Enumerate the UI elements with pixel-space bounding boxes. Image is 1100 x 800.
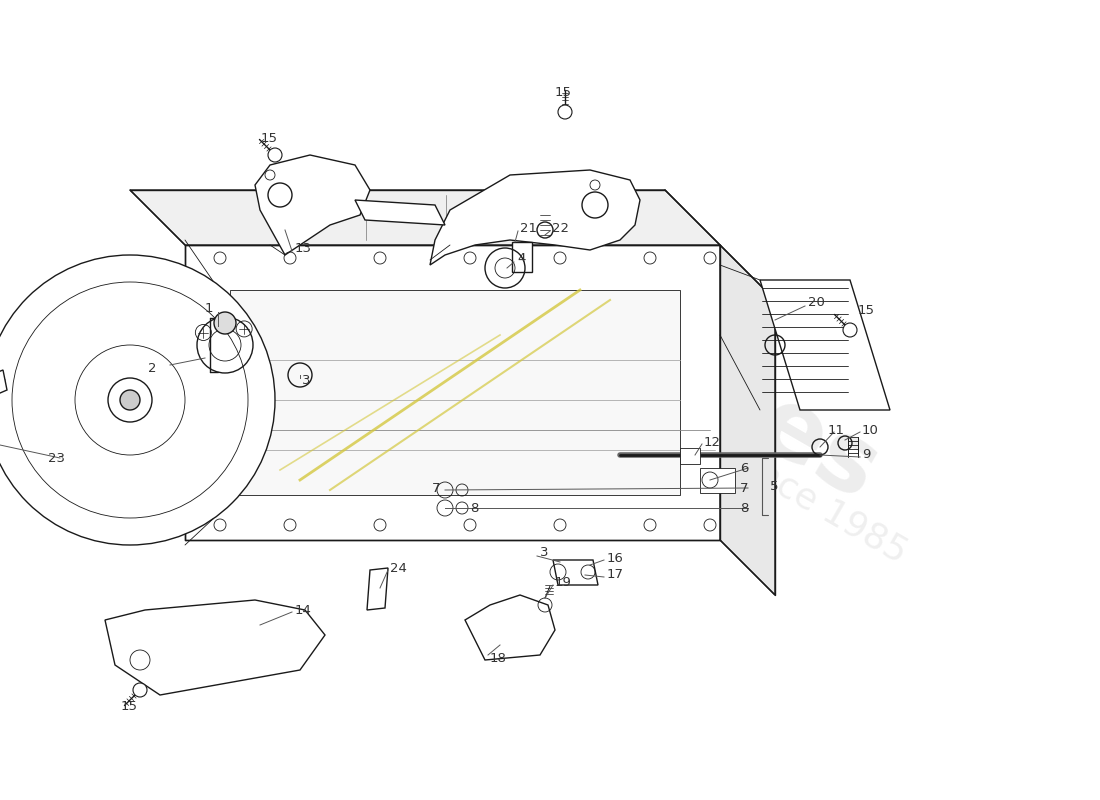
Text: 17: 17 bbox=[607, 569, 624, 582]
Polygon shape bbox=[720, 245, 775, 595]
Text: 19: 19 bbox=[556, 575, 572, 589]
Text: 10: 10 bbox=[862, 423, 879, 437]
Polygon shape bbox=[512, 242, 532, 272]
Circle shape bbox=[214, 312, 236, 334]
Polygon shape bbox=[553, 560, 598, 585]
Polygon shape bbox=[700, 468, 735, 493]
Text: 18: 18 bbox=[490, 651, 507, 665]
Text: a passion since 1985: a passion since 1985 bbox=[566, 350, 913, 570]
Text: 8: 8 bbox=[470, 502, 478, 514]
Polygon shape bbox=[230, 290, 680, 495]
Text: 7: 7 bbox=[432, 482, 440, 494]
Text: 15: 15 bbox=[858, 303, 874, 317]
Text: 1: 1 bbox=[205, 302, 213, 314]
Text: europes: europes bbox=[465, 219, 895, 521]
Circle shape bbox=[133, 683, 147, 697]
Circle shape bbox=[268, 148, 282, 162]
Text: 15: 15 bbox=[261, 131, 278, 145]
Circle shape bbox=[558, 105, 572, 119]
Polygon shape bbox=[367, 568, 388, 610]
Polygon shape bbox=[185, 245, 720, 540]
Text: 3: 3 bbox=[540, 546, 549, 559]
Text: 14: 14 bbox=[295, 603, 312, 617]
Text: 15: 15 bbox=[556, 86, 572, 99]
Polygon shape bbox=[760, 280, 890, 410]
Text: 7: 7 bbox=[740, 482, 748, 494]
Text: 8: 8 bbox=[740, 502, 748, 514]
Polygon shape bbox=[355, 200, 446, 225]
Polygon shape bbox=[255, 155, 370, 255]
Text: 16: 16 bbox=[607, 551, 624, 565]
Text: 23: 23 bbox=[48, 451, 65, 465]
Text: 20: 20 bbox=[808, 297, 825, 310]
Text: 24: 24 bbox=[390, 562, 407, 574]
Circle shape bbox=[843, 323, 857, 337]
Text: 15: 15 bbox=[121, 699, 138, 713]
Text: 4: 4 bbox=[517, 251, 526, 265]
Polygon shape bbox=[465, 595, 556, 660]
Circle shape bbox=[0, 255, 275, 545]
Text: 5: 5 bbox=[770, 479, 779, 493]
Polygon shape bbox=[680, 448, 700, 464]
Text: 13: 13 bbox=[295, 242, 312, 254]
Text: 2: 2 bbox=[148, 362, 156, 374]
Polygon shape bbox=[130, 190, 720, 245]
Text: 12: 12 bbox=[704, 435, 720, 449]
Polygon shape bbox=[0, 370, 7, 403]
Polygon shape bbox=[104, 600, 324, 695]
Circle shape bbox=[120, 390, 140, 410]
Polygon shape bbox=[430, 170, 640, 265]
Text: 11: 11 bbox=[828, 423, 845, 437]
Text: 22: 22 bbox=[552, 222, 569, 234]
Text: 3: 3 bbox=[302, 374, 310, 386]
Text: 21: 21 bbox=[520, 222, 537, 234]
Text: 9: 9 bbox=[862, 449, 870, 462]
Text: 6: 6 bbox=[740, 462, 748, 474]
